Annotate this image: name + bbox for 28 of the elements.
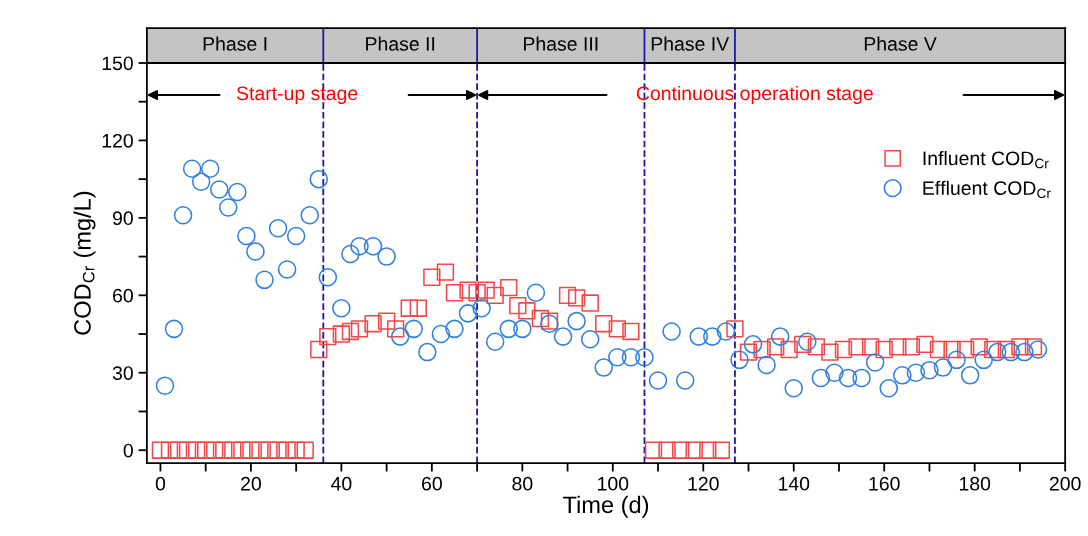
y-tick-label: 150: [102, 56, 133, 71]
x-tick-label: 40: [331, 476, 352, 491]
text: Phase IV: [651, 36, 730, 51]
legend-label: Influent COD$_{Cr}$: [923, 150, 1049, 169]
x-tick-label: 0: [155, 476, 166, 491]
y-tick-label: 30: [112, 366, 133, 380]
y-tick-label: 90: [112, 211, 133, 226]
annotation: Start-up stage: [236, 86, 358, 105]
text: Phase V: [864, 36, 937, 51]
legend-label: Effluent COD$_{Cr}$: [923, 180, 1051, 199]
x-tick-label: 100: [598, 476, 629, 491]
y-tick-label: 0: [123, 443, 133, 458]
x-tick-label: 20: [241, 476, 261, 491]
x-tick-label: 120: [688, 476, 719, 491]
x-tick-label: 180: [959, 476, 991, 491]
annotation: Continuous operation stage: [636, 85, 873, 105]
text: Phase III: [524, 36, 598, 51]
text: Phase II: [366, 36, 435, 51]
x-tick-label: 200: [1049, 476, 1081, 491]
x-axis-title: Time (d): [563, 495, 649, 518]
y-tick-label: 60: [113, 288, 133, 303]
text: Phase I: [203, 36, 267, 51]
y-tick-label: 120: [102, 133, 133, 148]
x-tick-label: 140: [779, 476, 810, 491]
y-axis-title: COD$_{Cr}$ (mg/L): [73, 191, 96, 335]
x-tick-label: 80: [512, 476, 533, 491]
x-tick-label: 160: [869, 476, 900, 491]
x-tick-label: 60: [422, 476, 442, 491]
